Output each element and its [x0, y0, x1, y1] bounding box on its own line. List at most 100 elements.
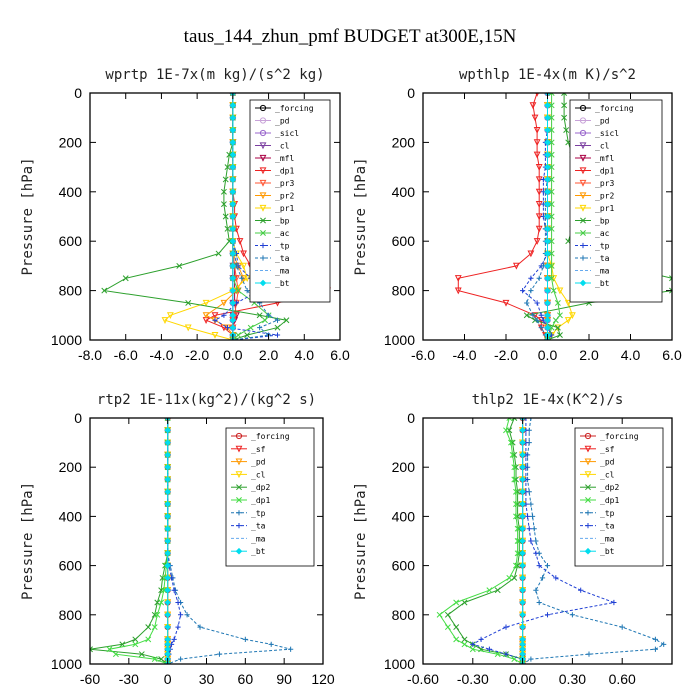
data-point	[164, 586, 171, 594]
data-point	[159, 574, 166, 581]
data-point	[461, 599, 468, 606]
data-point	[175, 599, 181, 606]
data-point	[514, 538, 521, 544]
x-tick-label: -4.0	[149, 347, 173, 363]
legend-marker	[260, 242, 266, 249]
panel-title: wpthlp 1E-4x(m K)/s^2	[459, 67, 636, 83]
legend-marker	[259, 279, 267, 287]
data-point	[536, 563, 542, 569]
legend-label: _pd	[251, 458, 266, 467]
data-point	[548, 164, 555, 171]
data-point	[527, 250, 535, 258]
data-point	[197, 624, 203, 630]
legend-marker	[260, 217, 266, 224]
data-point	[519, 661, 526, 664]
data-point	[544, 316, 551, 324]
data-point	[268, 641, 274, 647]
data-point	[544, 163, 551, 171]
legend-marker	[259, 167, 267, 175]
legend-label: _ma	[600, 534, 615, 543]
y-tick-label: 0	[74, 85, 82, 101]
data-point	[171, 636, 177, 642]
chart-panel-3: rtp2 1E-11x(kg^2)/(kg^2 s) Pressure [hPa]…	[20, 392, 335, 687]
legend-marker	[259, 104, 267, 112]
legend: _forcing _sf _pd _cl _dp2 _dp1 _tp _ta _ma _bt	[225, 427, 315, 567]
data-point	[469, 646, 476, 653]
legend-marker	[584, 445, 592, 453]
y-tick-label: 600	[59, 558, 83, 574]
data-point	[548, 238, 555, 245]
legend-marker	[235, 432, 243, 440]
legend-marker	[235, 458, 243, 466]
data-point	[164, 488, 171, 496]
data-point	[239, 275, 245, 281]
data-point	[530, 312, 536, 318]
data-point	[554, 324, 561, 331]
data-point	[511, 418, 518, 421]
data-point	[548, 127, 555, 134]
legend-label: _ta	[595, 254, 610, 263]
legend-label: _ta	[275, 254, 290, 263]
data-point	[536, 599, 542, 606]
data-point	[154, 611, 161, 618]
data-point	[544, 200, 551, 208]
legend-label: _pr3	[595, 179, 614, 188]
legend-marker	[579, 104, 587, 112]
data-point	[274, 324, 281, 331]
legend-label: _sicl	[275, 129, 299, 138]
chart-panel-1: wprtp 1E-7x(m kg)/(s^2 kg) Pressure [hPa]…	[20, 67, 350, 363]
data-point	[229, 102, 237, 109]
x-tick-label: -0.30	[457, 671, 489, 687]
data-point	[175, 624, 181, 630]
data-point	[229, 176, 237, 183]
data-point	[535, 213, 543, 221]
data-point	[229, 316, 237, 324]
data-point	[229, 337, 236, 340]
data-point	[538, 325, 544, 331]
x-tick-label: 90	[276, 671, 292, 687]
legend-label: _pr2	[275, 192, 294, 201]
data-point	[661, 641, 667, 647]
y-tick-label: 0	[74, 410, 82, 426]
data-point	[519, 599, 526, 606]
data-point	[552, 317, 559, 324]
x-tick-label: -6.0	[411, 347, 435, 363]
data-point	[564, 299, 572, 307]
data-point	[229, 188, 237, 196]
legend: _forcing _sf _pd _cl _dp2 _dp1 _tp _ta _ma _bt	[574, 427, 664, 567]
data-point	[122, 275, 129, 282]
data-point	[164, 500, 171, 508]
data-point	[556, 332, 563, 339]
legend-label: _forcing	[600, 432, 639, 441]
data-point	[229, 114, 237, 122]
data-point	[519, 537, 526, 545]
data-point	[538, 312, 544, 318]
legend-marker	[580, 242, 586, 249]
legend-label: _dp1	[600, 496, 619, 505]
y-axis-label: Pressure [hPa]	[353, 157, 369, 275]
data-point	[164, 426, 171, 434]
legend-marker	[579, 117, 587, 124]
data-point	[454, 287, 462, 295]
legend-marker	[260, 230, 266, 236]
x-tick-label: -2.0	[494, 347, 518, 363]
data-point	[151, 624, 158, 631]
figure-title: taus_144_zhun_pmf BUDGET at300E,15N	[184, 26, 517, 47]
data-point	[544, 176, 551, 183]
data-point	[611, 599, 617, 606]
legend-marker	[585, 523, 591, 529]
data-point	[202, 299, 210, 307]
data-point	[240, 250, 247, 258]
data-point	[247, 324, 254, 331]
data-point	[513, 488, 519, 495]
data-point	[535, 188, 543, 196]
data-point	[453, 636, 460, 643]
data-point	[544, 250, 551, 257]
data-point	[544, 274, 551, 282]
legend-marker	[259, 142, 267, 150]
data-point	[164, 549, 171, 557]
x-tick-label: 0.30	[559, 671, 586, 687]
data-point	[544, 188, 551, 196]
data-point	[533, 238, 541, 245]
data-point	[519, 525, 526, 533]
